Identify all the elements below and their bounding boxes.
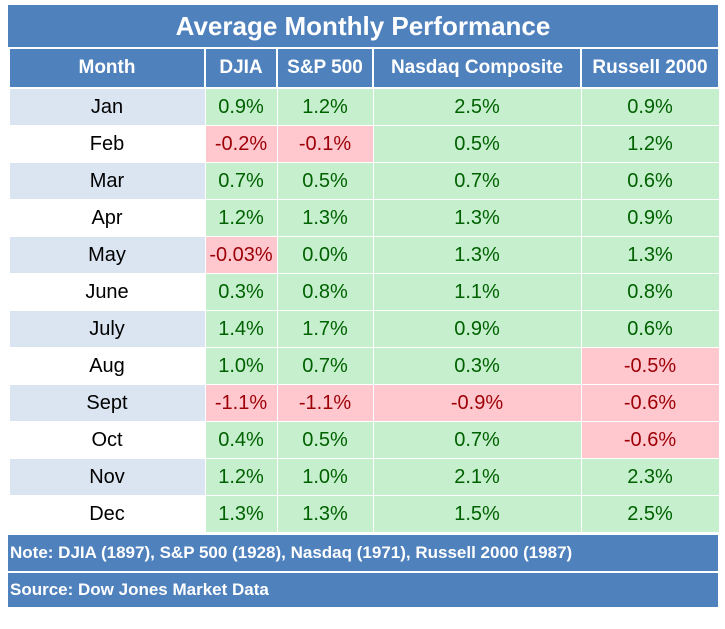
value-cell: 1.3% [276, 495, 374, 533]
value-cell: 0.7% [204, 162, 278, 200]
value-cell: -0.2% [204, 125, 278, 163]
table-row: July 1.4% 1.7% 0.9% 0.6% [8, 310, 720, 348]
value-cell: 1.3% [204, 495, 278, 533]
value-cell: -0.03% [204, 236, 278, 274]
value-cell: 1.1% [372, 273, 582, 311]
value-cell: 1.3% [372, 236, 582, 274]
month-cell: Aug [8, 347, 206, 385]
table-row: Oct 0.4% 0.5% 0.7% -0.6% [8, 421, 720, 459]
column-header: Russell 2000 [580, 47, 720, 89]
value-cell: 2.3% [580, 458, 720, 496]
month-cell: Jan [8, 87, 206, 126]
value-cell: 0.3% [204, 273, 278, 311]
table-row: June 0.3% 0.8% 1.1% 0.8% [8, 273, 720, 311]
column-header: Month [8, 47, 206, 89]
value-cell: 0.8% [580, 273, 720, 311]
value-cell: 0.5% [276, 162, 374, 200]
value-cell: -1.1% [276, 384, 374, 422]
value-cell: 1.7% [276, 310, 374, 348]
value-cell: 0.4% [204, 421, 278, 459]
value-cell: 0.3% [372, 347, 582, 385]
value-cell: 0.9% [580, 87, 720, 126]
value-cell: 0.5% [372, 125, 582, 163]
month-cell: May [8, 236, 206, 274]
table-body: Jan 0.9% 1.2% 2.5% 0.9% Feb -0.2% -0.1% 0.5% 1.2%… [8, 87, 720, 533]
table-row: Jan 0.9% 1.2% 2.5% 0.9% [8, 87, 720, 126]
month-cell: Sept [8, 384, 206, 422]
value-cell: -0.5% [580, 347, 720, 385]
value-cell: -0.6% [580, 384, 720, 422]
month-cell: July [8, 310, 206, 348]
value-cell: 1.5% [372, 495, 582, 533]
table-row: Mar 0.7% 0.5% 0.7% 0.6% [8, 162, 720, 200]
performance-table: Month DJIA S&P 500 Nasdaq Composite Russell … [8, 47, 720, 533]
value-cell: -0.6% [580, 421, 720, 459]
value-cell: 0.9% [580, 199, 720, 237]
value-cell: 1.0% [204, 347, 278, 385]
table-row: Apr 1.2% 1.3% 1.3% 0.9% [8, 199, 720, 237]
month-cell: Mar [8, 162, 206, 200]
value-cell: 0.7% [372, 421, 582, 459]
month-cell: Oct [8, 421, 206, 459]
header-row: Month DJIA S&P 500 Nasdaq Composite Russell … [8, 47, 720, 89]
value-cell: 0.9% [204, 87, 278, 126]
value-cell: 1.2% [204, 199, 278, 237]
value-cell: 2.1% [372, 458, 582, 496]
value-cell: -1.1% [204, 384, 278, 422]
value-cell: 0.0% [276, 236, 374, 274]
table-row: Nov 1.2% 1.0% 2.1% 2.3% [8, 458, 720, 496]
month-cell: June [8, 273, 206, 311]
table-row: Feb -0.2% -0.1% 0.5% 1.2% [8, 125, 720, 163]
month-cell: Nov [8, 458, 206, 496]
table-title: Average Monthly Performance [8, 5, 718, 47]
value-cell: 1.0% [276, 458, 374, 496]
value-cell: -0.1% [276, 125, 374, 163]
table-row: Sept -1.1% -1.1% -0.9% -0.6% [8, 384, 720, 422]
column-header: DJIA [204, 47, 278, 89]
month-cell: Feb [8, 125, 206, 163]
value-cell: 0.8% [276, 273, 374, 311]
table-row: Aug 1.0% 0.7% 0.3% -0.5% [8, 347, 720, 385]
value-cell: 1.2% [204, 458, 278, 496]
month-cell: Dec [8, 495, 206, 533]
month-cell: Apr [8, 199, 206, 237]
table-row: May -0.03% 0.0% 1.3% 1.3% [8, 236, 720, 274]
value-cell: 1.3% [276, 199, 374, 237]
footnote: Note: DJIA (1897), S&P 500 (1928), Nasda… [8, 533, 718, 571]
column-header: S&P 500 [276, 47, 374, 89]
value-cell: 2.5% [372, 87, 582, 126]
value-cell: 0.7% [372, 162, 582, 200]
column-header: Nasdaq Composite [372, 47, 582, 89]
value-cell: 2.5% [580, 495, 720, 533]
value-cell: 1.3% [580, 236, 720, 274]
value-cell: 0.6% [580, 310, 720, 348]
performance-table-container: Average Monthly Performance Month DJIA S&P… [8, 5, 720, 607]
value-cell: -0.9% [372, 384, 582, 422]
value-cell: 0.5% [276, 421, 374, 459]
value-cell: 1.4% [204, 310, 278, 348]
value-cell: 0.6% [580, 162, 720, 200]
value-cell: 1.3% [372, 199, 582, 237]
value-cell: 0.9% [372, 310, 582, 348]
value-cell: 1.2% [276, 87, 374, 126]
source-line: Source: Dow Jones Market Data [8, 571, 718, 607]
value-cell: 0.7% [276, 347, 374, 385]
table-row: Dec 1.3% 1.3% 1.5% 2.5% [8, 495, 720, 533]
value-cell: 1.2% [580, 125, 720, 163]
